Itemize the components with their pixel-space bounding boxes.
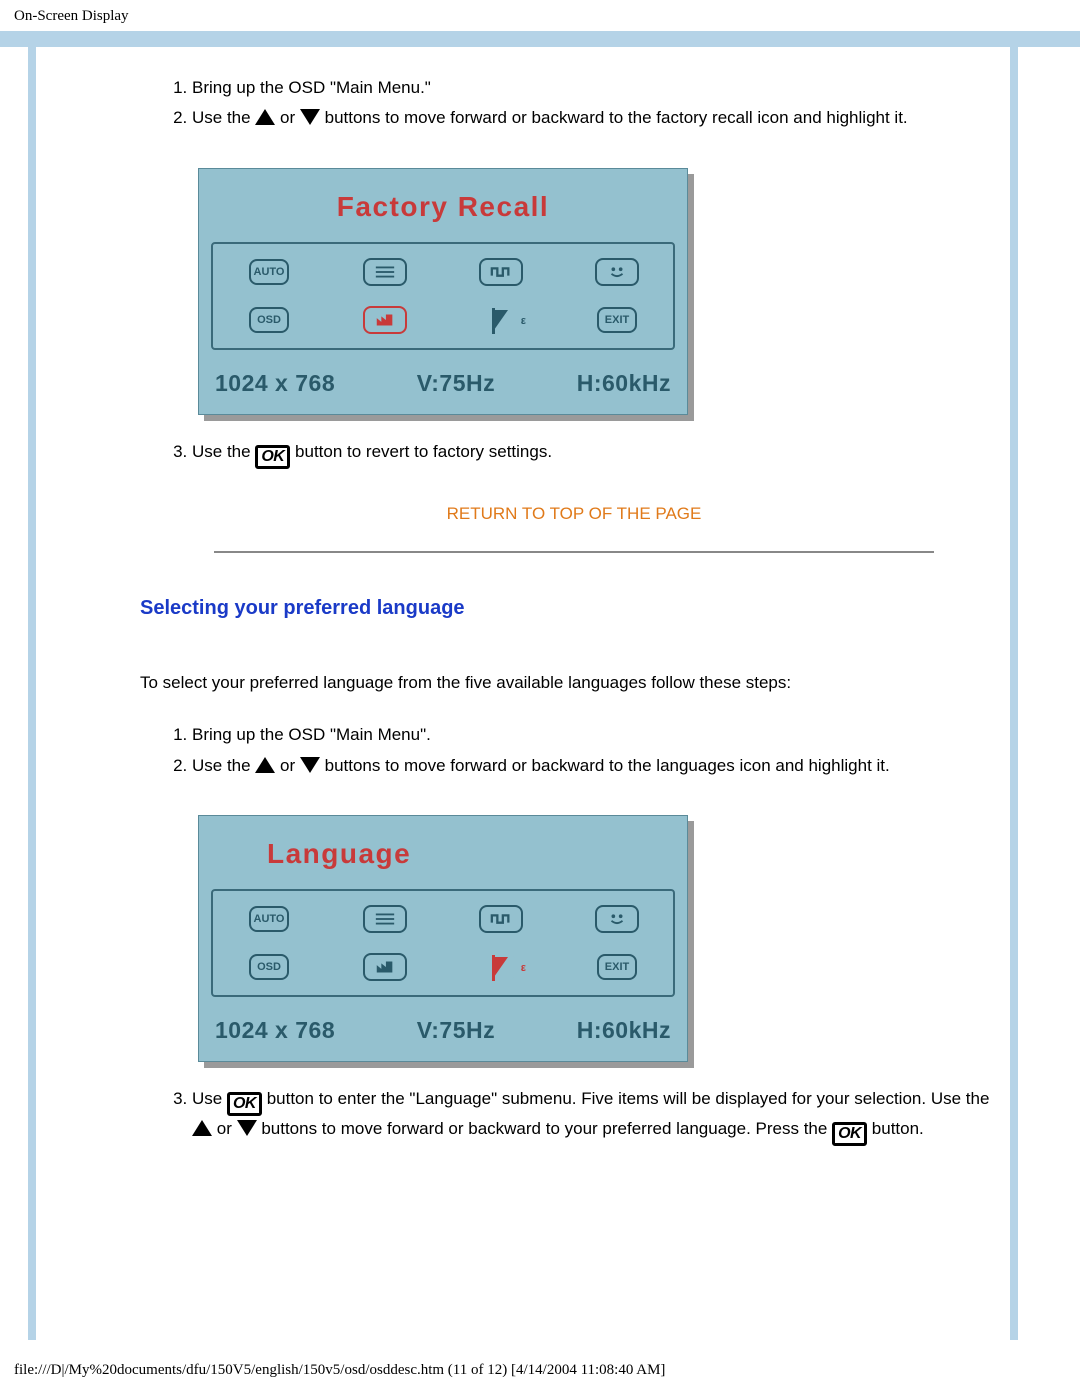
up-arrow-icon	[255, 109, 275, 125]
osd-icon-osd-label: OSD	[257, 959, 281, 976]
osd-hfreq: H:60kHz	[577, 1013, 671, 1049]
osd-panel-factory-recall: Factory Recall AUTO OSD ε EXIT 1024 x 76…	[198, 168, 688, 415]
ok-button-icon: OK	[832, 1122, 867, 1146]
section-divider	[214, 551, 934, 553]
lang-step-3d: buttons to move forward or backward to y…	[261, 1119, 832, 1138]
factory-recall-steps: Bring up the OSD "Main Menu." Use the or…	[148, 75, 1000, 132]
down-arrow-icon	[300, 109, 320, 125]
page-footer: file:///D|/My%20documents/dfu/150V5/engl…	[14, 1362, 665, 1379]
return-to-top-text: RETURN TO TOP OF THE PAGE	[447, 504, 702, 523]
language-section-intro: To select your preferred language from t…	[140, 670, 1000, 696]
language-steps: Bring up the OSD "Main Menu". Use the or…	[148, 722, 1000, 779]
osd-icon-face	[595, 905, 639, 933]
osd-vfreq: V:75Hz	[417, 366, 495, 402]
osd-icon-menu	[363, 258, 407, 286]
osd-icon-grid: AUTO OSD ε EXIT	[231, 258, 655, 334]
osd-icon-wave	[479, 905, 523, 933]
ok-button-icon: OK	[255, 445, 290, 469]
lang-step-3e: button.	[872, 1119, 924, 1138]
up-arrow-icon	[192, 1120, 212, 1136]
step-1: Bring up the OSD "Main Menu."	[192, 75, 1000, 101]
osd-icon-menu	[363, 905, 407, 933]
left-band	[28, 40, 36, 1340]
lang-step-1: Bring up the OSD "Main Menu".	[192, 722, 1000, 748]
osd-panel-language: Language AUTO OSD ε EXIT 1024 x 768 V:75…	[198, 815, 688, 1062]
lang-step-3b: button to enter the "Language" submenu. …	[267, 1089, 990, 1108]
page-header: On-Screen Display	[0, 0, 1080, 31]
lang-step-2a: Use the	[192, 756, 255, 775]
ok-button-icon: OK	[227, 1092, 262, 1116]
osd-resolution: 1024 x 768	[215, 366, 335, 402]
osd-vfreq: V:75Hz	[417, 1013, 495, 1049]
step-2-text-b: or	[280, 108, 300, 127]
step-1-text: Bring up the OSD "Main Menu."	[192, 78, 431, 97]
lang-step-1-text: Bring up the OSD "Main Menu".	[192, 725, 431, 744]
up-arrow-icon	[255, 757, 275, 773]
osd-icon-auto: AUTO	[249, 259, 289, 285]
osd-icon-factory	[363, 953, 407, 981]
lang-step-2b: or	[280, 756, 300, 775]
step-3-text-b: button to revert to factory settings.	[295, 442, 552, 461]
step-2-text-a: Use the	[192, 108, 255, 127]
return-to-top-link[interactable]: RETURN TO TOP OF THE PAGE	[148, 501, 1000, 527]
osd-icon-grid-frame: AUTO OSD ε EXIT	[211, 242, 675, 350]
osd-icon-grid-2: AUTO OSD ε EXIT	[231, 905, 655, 981]
lang-step-2: Use the or buttons to move forward or ba…	[192, 753, 1000, 779]
osd-icon-exit-label: EXIT	[605, 959, 629, 976]
osd-hfreq: H:60kHz	[577, 366, 671, 402]
osd-icon-grid-frame-2: AUTO OSD ε EXIT	[211, 889, 675, 997]
page-title: On-Screen Display	[14, 8, 129, 24]
osd-icon-wave	[479, 258, 523, 286]
language-section-heading: Selecting your preferred language	[140, 593, 1000, 624]
osd-status-bar: 1024 x 768 V:75Hz H:60kHz	[211, 366, 675, 402]
right-band	[1010, 40, 1018, 1340]
osd-resolution: 1024 x 768	[215, 1013, 335, 1049]
osd-title: Factory Recall	[211, 185, 675, 228]
step-3-text-a: Use the	[192, 442, 255, 461]
step-2: Use the or buttons to move forward or ba…	[192, 105, 1000, 131]
osd-icon-language-highlighted: ε	[486, 954, 516, 980]
down-arrow-icon	[237, 1120, 257, 1136]
osd-icon-exit: EXIT	[597, 954, 637, 980]
osd-icon-osd: OSD	[249, 307, 289, 333]
osd-icon-osd: OSD	[249, 954, 289, 980]
step-2-text-c: buttons to move forward or backward to t…	[325, 108, 908, 127]
osd-icon-osd-label: OSD	[257, 312, 281, 329]
lang-step-2c: buttons to move forward or backward to t…	[325, 756, 890, 775]
osd-icon-exit: EXIT	[597, 307, 637, 333]
factory-recall-steps-cont: Use the OK button to revert to factory s…	[148, 439, 1000, 469]
osd-icon-auto-label: AUTO	[254, 264, 285, 281]
lang-step-3a: Use	[192, 1089, 227, 1108]
lang-step-3c: or	[217, 1119, 237, 1138]
lang-step-3: Use OK button to enter the "Language" su…	[192, 1086, 1000, 1146]
top-band	[0, 31, 1080, 47]
osd-icon-auto-label: AUTO	[254, 911, 285, 928]
down-arrow-icon	[300, 757, 320, 773]
osd-status-bar-2: 1024 x 768 V:75Hz H:60kHz	[211, 1013, 675, 1049]
step-3: Use the OK button to revert to factory s…	[192, 439, 1000, 469]
osd-icon-exit-label: EXIT	[605, 312, 629, 329]
osd-icon-language: ε	[486, 307, 516, 333]
language-steps-cont: Use OK button to enter the "Language" su…	[148, 1086, 1000, 1146]
osd-title-language: Language	[211, 832, 675, 875]
osd-icon-face	[595, 258, 639, 286]
osd-icon-auto: AUTO	[249, 906, 289, 932]
main-content: Bring up the OSD "Main Menu." Use the or…	[148, 47, 1000, 1146]
osd-icon-factory-highlighted	[363, 306, 407, 334]
